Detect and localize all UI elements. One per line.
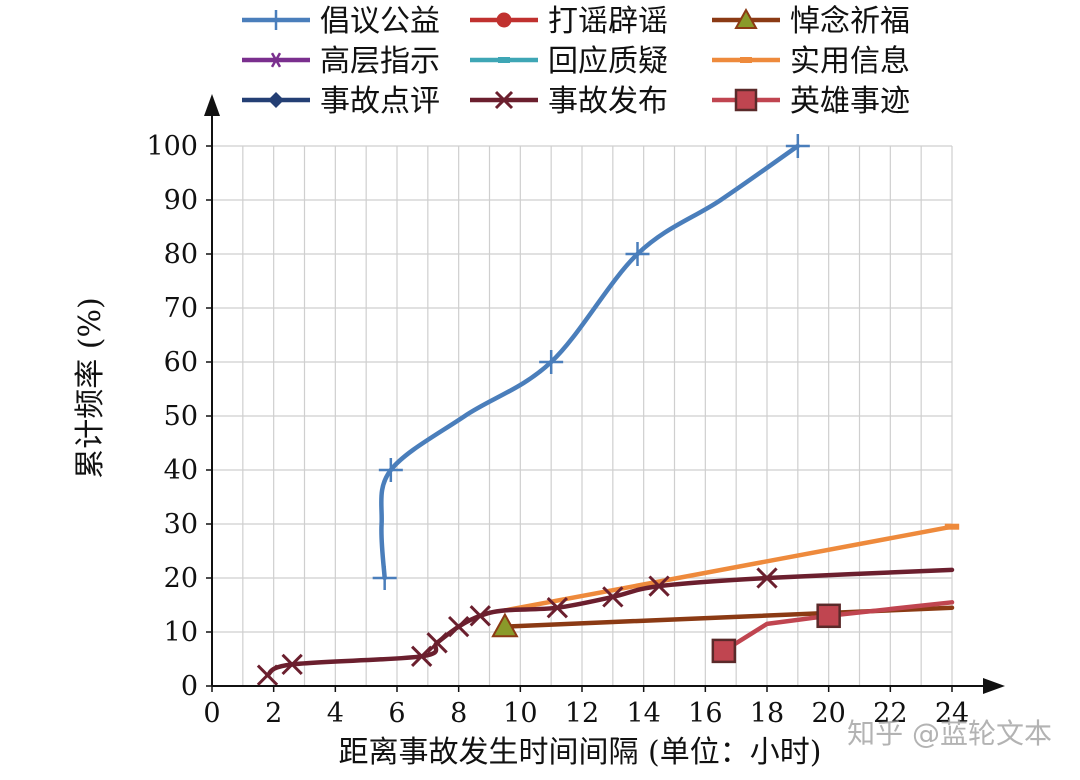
y-tick-label: 60 (164, 347, 198, 378)
series-layer (256, 134, 960, 686)
x-axis-label: 距离事故发生时间间隔 (单位：小时) (339, 735, 822, 770)
x-tick-label: 0 (203, 698, 220, 729)
data-point (496, 12, 512, 28)
legend-item-8: 事故发布 (470, 84, 668, 119)
data-point (256, 664, 279, 686)
data-point (785, 134, 810, 158)
legend-item-4: 高层指示 (242, 44, 440, 79)
legend-item-2: 打谣辟谣 (470, 4, 668, 39)
series-9 (711, 600, 955, 664)
y-axis-arrow (204, 94, 220, 116)
legend-label: 倡议公益 (320, 4, 440, 39)
series-1 (372, 134, 810, 590)
data-point (546, 597, 568, 619)
y-tick-label: 90 (164, 185, 198, 216)
y-tick-label: 0 (181, 671, 198, 702)
legend-item-5: 回应质疑 (470, 44, 668, 79)
legend-item-6: 实用信息 (712, 44, 910, 79)
x-tick-label: 24 (935, 698, 969, 729)
series-line (265, 567, 955, 678)
data-point (734, 7, 758, 29)
x-tick-label: 20 (811, 698, 845, 729)
marker-b (546, 597, 568, 619)
data-point (494, 90, 514, 110)
legend-label: 高层指示 (320, 44, 440, 79)
y-axis-label: 累计频率 (%) (73, 297, 108, 478)
data-point (734, 88, 758, 112)
series-6 (502, 523, 960, 613)
legend-label: 打谣辟谣 (548, 4, 668, 39)
series-line (379, 143, 801, 581)
data-point (816, 603, 841, 629)
data-point (491, 612, 519, 638)
y-tick-label: 30 (164, 509, 198, 540)
data-point (602, 586, 624, 608)
marker-b (494, 90, 514, 110)
data-point (944, 523, 960, 530)
legend-item-3: 悼念祈福 (712, 4, 910, 39)
y-tick-label: 20 (164, 563, 198, 594)
x-tick-label: 22 (873, 698, 907, 729)
legend-label: 实用信息 (790, 44, 910, 79)
data-point (740, 57, 752, 63)
series-8 (256, 567, 955, 686)
y-tick-label: 80 (164, 239, 198, 270)
series-line (502, 524, 955, 613)
data-point (539, 350, 564, 374)
data-point (711, 638, 737, 664)
y-tick-label: 100 (146, 131, 198, 162)
x-tick-label: 18 (750, 698, 784, 729)
marker-b (756, 567, 778, 589)
marker-b (281, 653, 303, 676)
data-point (448, 615, 470, 638)
y-tick-label: 40 (164, 455, 198, 486)
legend-label: 事故点评 (320, 84, 440, 119)
watermark: 知乎 @蓝轮文本 (847, 717, 1052, 750)
marker-b (602, 586, 624, 608)
x-tick-label: 16 (688, 698, 722, 729)
legend-label: 英雄事迹 (790, 84, 910, 119)
x-tick-label: 12 (565, 698, 599, 729)
data-point (625, 242, 650, 266)
marker-b (469, 605, 491, 627)
series-line (721, 600, 955, 654)
data-point (266, 10, 286, 30)
marker-b (448, 615, 470, 638)
x-tick-label: 4 (327, 698, 344, 729)
x-tick-label: 14 (626, 698, 660, 729)
legend-label: 悼念祈福 (790, 4, 910, 39)
y-tick-label: 70 (164, 293, 198, 324)
data-point (378, 458, 403, 482)
y-tick-label: 50 (164, 401, 198, 432)
legend-item-1: 倡议公益 (242, 4, 440, 39)
marker-b (426, 632, 448, 654)
x-tick-label: 6 (388, 698, 405, 729)
marker-b (648, 575, 670, 597)
legend-label: 回应质疑 (548, 44, 668, 79)
legend-label: 事故发布 (548, 84, 668, 119)
marker-b (256, 664, 279, 686)
data-point (426, 632, 448, 654)
data-point (268, 52, 284, 68)
data-point (756, 567, 778, 589)
x-tick-label: 10 (503, 698, 537, 729)
legend-item-7: 事故点评 (242, 84, 440, 119)
data-point (372, 566, 397, 590)
data-point (648, 575, 670, 597)
x-axis-arrow (983, 678, 1005, 694)
x-tick-label: 8 (450, 698, 467, 729)
data-point (268, 92, 284, 108)
legend-item-9: 英雄事迹 (712, 84, 910, 119)
axes: 0 2 4 6 8 10 12 14 16 18 20 22 240102030405060708090… (146, 94, 1005, 729)
data-point (281, 653, 303, 676)
data-point (498, 57, 510, 63)
x-tick-label: 2 (265, 698, 282, 729)
data-point (469, 605, 491, 627)
y-tick-label: 10 (164, 617, 198, 648)
marker-arm (270, 52, 282, 68)
